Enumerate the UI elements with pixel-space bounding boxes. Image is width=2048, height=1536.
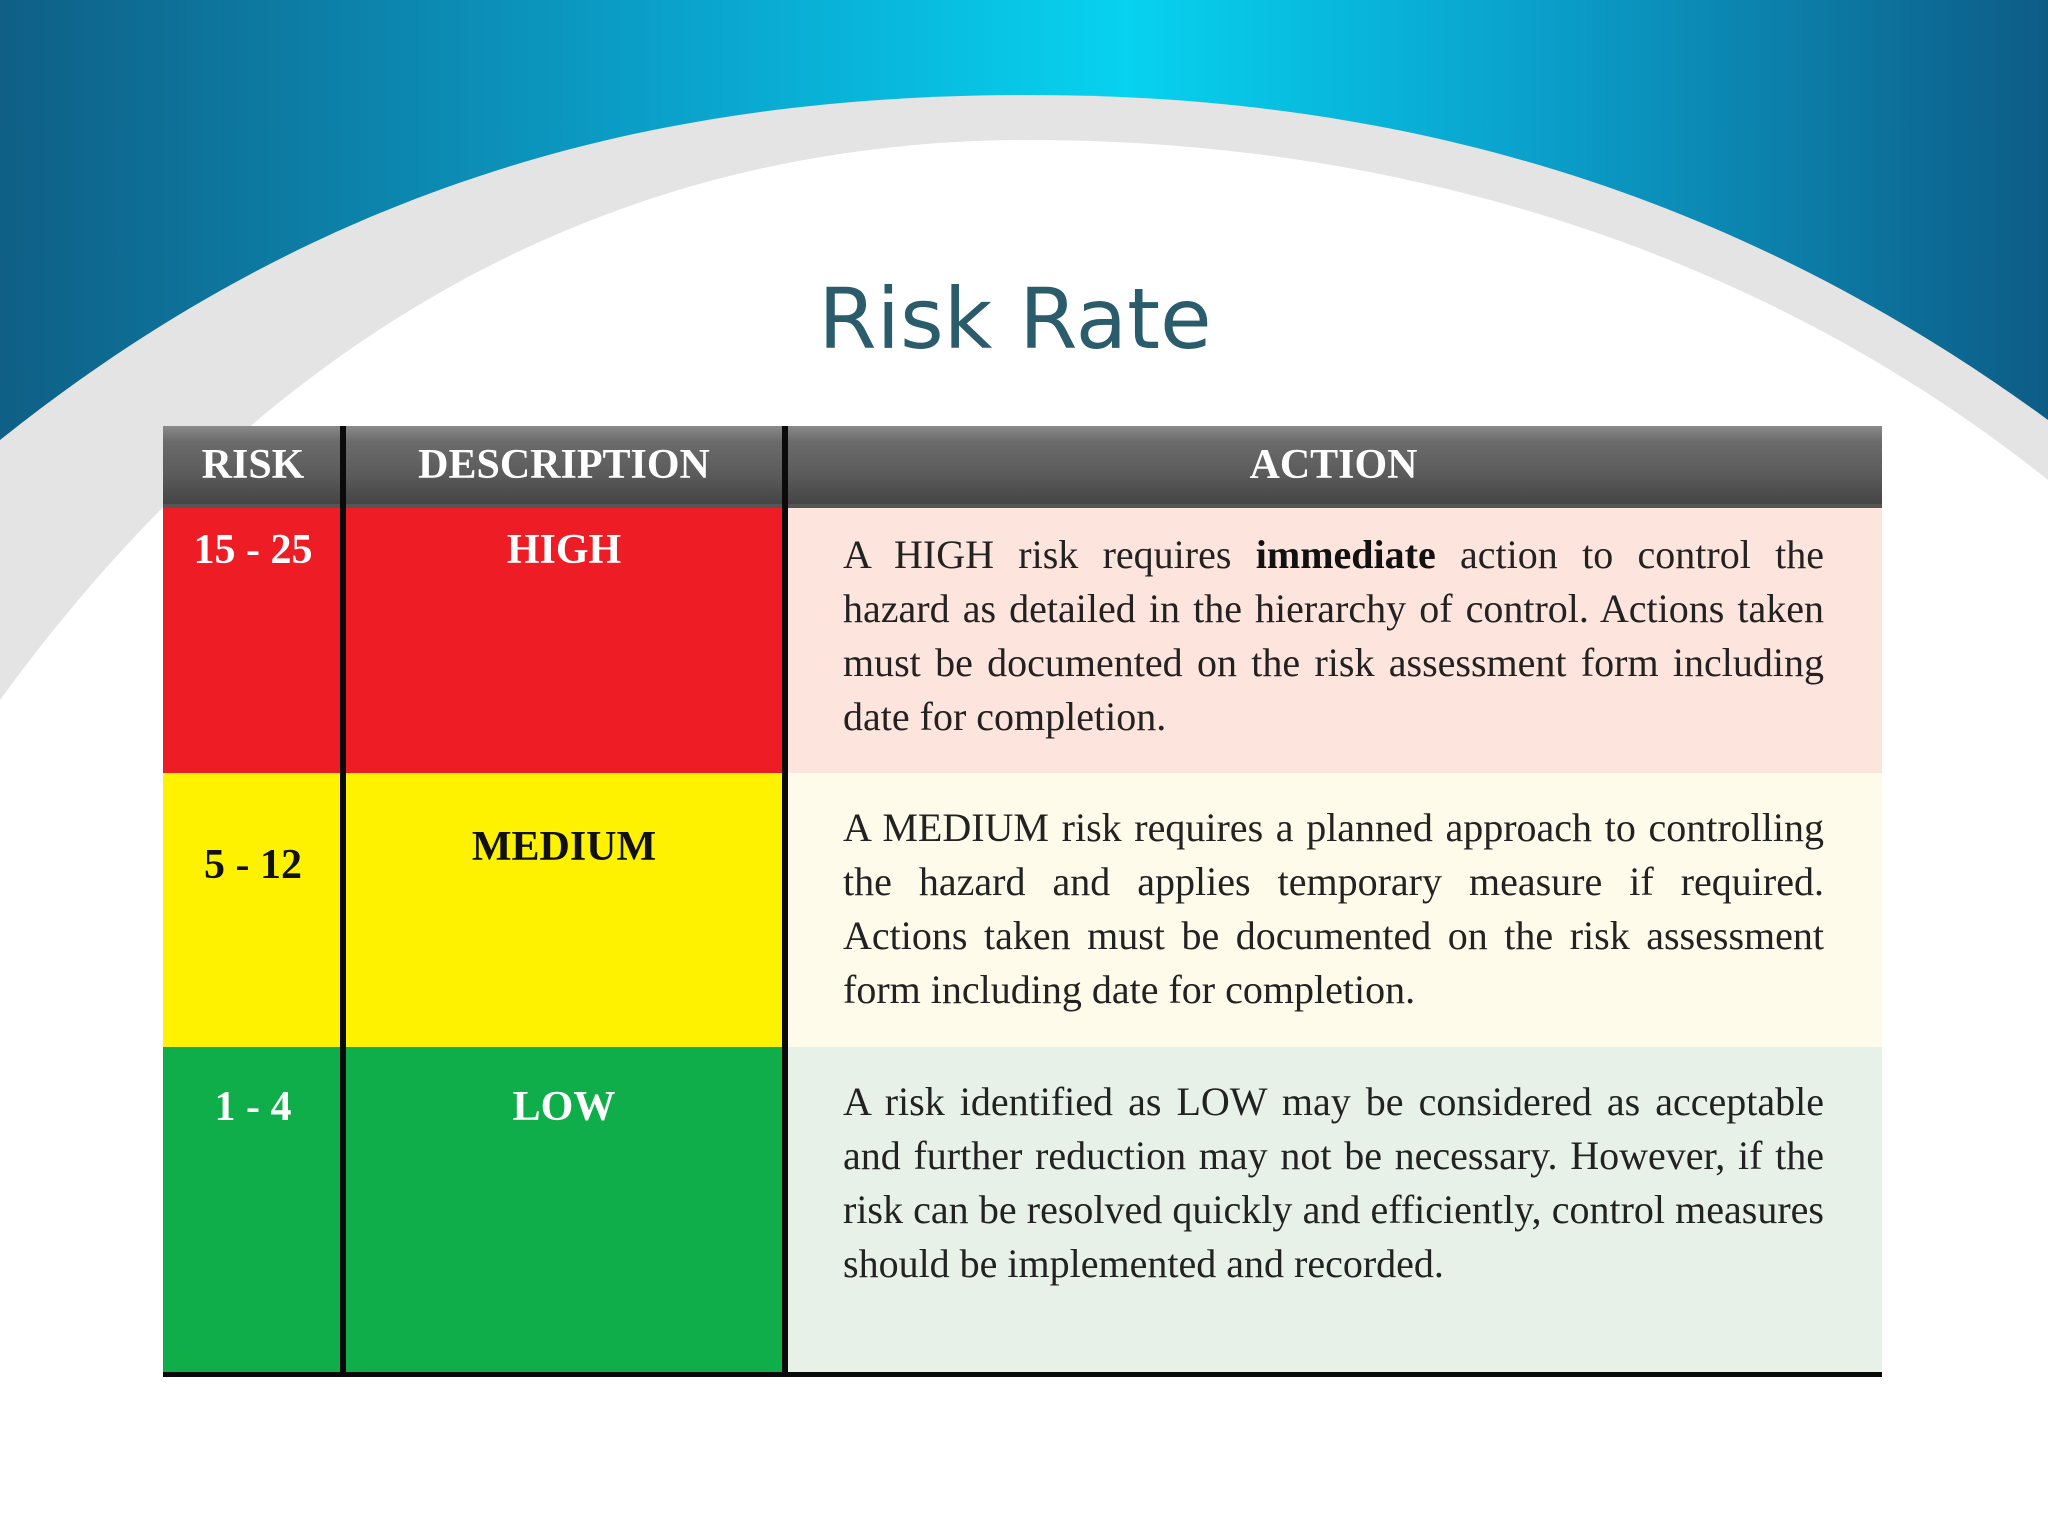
risk-cell-medium: 5 - 12 (163, 773, 343, 1047)
slide-title: Risk Rate (818, 270, 1212, 368)
risk-rate-table: RISK DESCRIPTION ACTION 15 - 25 HIGH A H… (163, 426, 1882, 1377)
action-high-text-1: A HIGH risk requires (843, 532, 1256, 577)
description-cell-high: HIGH (343, 508, 785, 773)
column-divider-2 (782, 426, 788, 1376)
action-cell-low: A risk identified as LOW may be consider… (785, 1047, 1882, 1372)
description-cell-low: LOW (343, 1047, 785, 1372)
risk-cell-high: 15 - 25 (163, 508, 343, 773)
column-divider-1 (340, 426, 346, 1376)
action-high-emphasis: immediate (1255, 532, 1436, 577)
action-high-text-2: action to control the hazard as detailed… (843, 532, 1824, 739)
action-cell-high: A HIGH risk requires immediate action to… (785, 508, 1882, 773)
risk-cell-low: 1 - 4 (163, 1047, 343, 1372)
header-risk: RISK (163, 426, 343, 508)
table-bottom-border (163, 1372, 1882, 1377)
action-cell-medium: A MEDIUM risk requires a planned approac… (785, 773, 1882, 1047)
header-action: ACTION (785, 426, 1882, 508)
description-cell-medium: MEDIUM (343, 773, 785, 1047)
header-description: DESCRIPTION (343, 426, 785, 508)
